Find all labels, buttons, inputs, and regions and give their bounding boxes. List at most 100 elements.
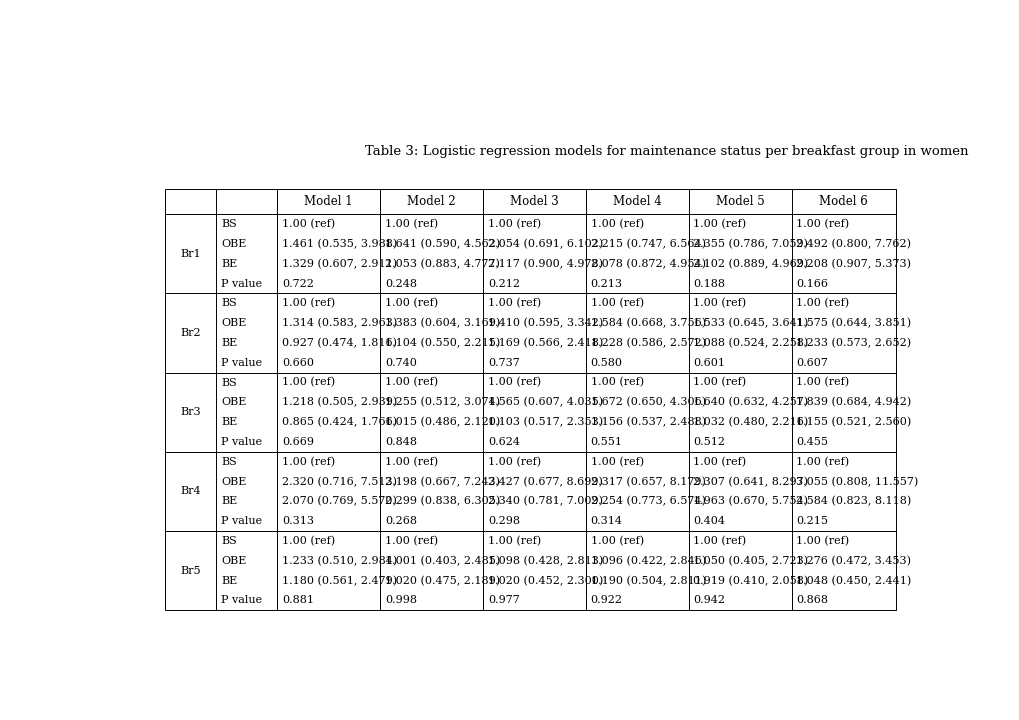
- Text: 1.00 (ref): 1.00 (ref): [693, 298, 746, 308]
- Text: 1.00 (ref): 1.00 (ref): [487, 536, 540, 546]
- Text: 1.233 (0.510, 2.984): 1.233 (0.510, 2.984): [282, 556, 397, 566]
- Text: BS: BS: [221, 456, 236, 467]
- Text: 2.198 (0.667, 7.243): 2.198 (0.667, 7.243): [384, 477, 499, 487]
- Text: 0.607: 0.607: [796, 358, 827, 368]
- Text: 1.329 (0.607, 2.911): 1.329 (0.607, 2.911): [282, 258, 396, 269]
- Text: BE: BE: [221, 417, 237, 427]
- Text: P value: P value: [221, 516, 262, 526]
- Text: 0.865 (0.424, 1.766): 0.865 (0.424, 1.766): [282, 417, 396, 428]
- Text: Model 4: Model 4: [612, 195, 661, 208]
- Text: 1.584 (0.668, 3.756): 1.584 (0.668, 3.756): [590, 318, 705, 328]
- Text: P value: P value: [221, 358, 262, 368]
- Text: OBE: OBE: [221, 477, 247, 487]
- Text: BE: BE: [221, 496, 237, 506]
- Text: 1.190 (0.504, 2.811): 1.190 (0.504, 2.811): [590, 575, 705, 586]
- Text: Model 3: Model 3: [510, 195, 558, 208]
- Text: 1.575 (0.644, 3.851): 1.575 (0.644, 3.851): [796, 318, 911, 328]
- Text: 3.055 (0.808, 11.557): 3.055 (0.808, 11.557): [796, 477, 917, 487]
- Text: Model 1: Model 1: [305, 195, 353, 208]
- Text: OBE: OBE: [221, 239, 247, 249]
- Text: 1.228 (0.586, 2.572): 1.228 (0.586, 2.572): [590, 338, 705, 348]
- Text: 0.512: 0.512: [693, 437, 725, 447]
- Text: OBE: OBE: [221, 397, 247, 408]
- Text: Br3: Br3: [180, 408, 201, 418]
- Text: P value: P value: [221, 595, 262, 606]
- Text: 1.155 (0.521, 2.560): 1.155 (0.521, 2.560): [796, 417, 911, 428]
- Text: 1.00 (ref): 1.00 (ref): [693, 456, 746, 467]
- Text: 1.104 (0.550, 2.215): 1.104 (0.550, 2.215): [384, 338, 499, 348]
- Text: 1.255 (0.512, 3.074): 1.255 (0.512, 3.074): [384, 397, 499, 408]
- Text: 1.103 (0.517, 2.353): 1.103 (0.517, 2.353): [487, 417, 602, 428]
- Text: 0.213: 0.213: [590, 279, 622, 289]
- Text: 1.156 (0.537, 2.488): 1.156 (0.537, 2.488): [590, 417, 705, 428]
- Text: 1.314 (0.583, 2.963): 1.314 (0.583, 2.963): [282, 318, 397, 328]
- Text: 1.020 (0.475, 2.189): 1.020 (0.475, 2.189): [384, 575, 499, 586]
- Text: 0.998: 0.998: [384, 595, 417, 606]
- Text: 0.942: 0.942: [693, 595, 725, 606]
- Text: 2.320 (0.716, 7.513): 2.320 (0.716, 7.513): [282, 477, 396, 487]
- Text: 0.215: 0.215: [796, 516, 827, 526]
- Text: 2.584 (0.823, 8.118): 2.584 (0.823, 8.118): [796, 496, 911, 507]
- Text: Br1: Br1: [180, 249, 201, 259]
- Text: 1.169 (0.566, 2.418): 1.169 (0.566, 2.418): [487, 338, 602, 348]
- Text: 1.00 (ref): 1.00 (ref): [590, 456, 643, 467]
- Text: 1.032 (0.480, 2.216): 1.032 (0.480, 2.216): [693, 417, 808, 428]
- Text: 2.340 (0.781, 7.009): 2.340 (0.781, 7.009): [487, 496, 602, 507]
- Text: 2.254 (0.773, 6.574): 2.254 (0.773, 6.574): [590, 496, 705, 507]
- Text: 1.00 (ref): 1.00 (ref): [487, 298, 540, 308]
- Text: 1.00 (ref): 1.00 (ref): [796, 377, 849, 388]
- Text: BE: BE: [221, 575, 237, 585]
- Text: 1.00 (ref): 1.00 (ref): [487, 219, 540, 229]
- Text: 0.881: 0.881: [282, 595, 314, 606]
- Text: 1.00 (ref): 1.00 (ref): [282, 456, 335, 467]
- Text: 1.641 (0.590, 4.562): 1.641 (0.590, 4.562): [384, 239, 499, 249]
- Text: Br4: Br4: [180, 487, 201, 497]
- Text: 1.00 (ref): 1.00 (ref): [796, 536, 849, 546]
- Text: 0.848: 0.848: [384, 437, 417, 447]
- Text: BS: BS: [221, 298, 236, 308]
- Text: 1.00 (ref): 1.00 (ref): [693, 219, 746, 229]
- Text: 1.001 (0.403, 2.485): 1.001 (0.403, 2.485): [384, 556, 499, 566]
- Text: BE: BE: [221, 338, 237, 348]
- Text: 1.00 (ref): 1.00 (ref): [796, 298, 849, 308]
- Text: 1.020 (0.452, 2.300): 1.020 (0.452, 2.300): [487, 575, 602, 586]
- Text: 1.00 (ref): 1.00 (ref): [384, 456, 437, 467]
- Text: 0.624: 0.624: [487, 437, 520, 447]
- Text: 0.927 (0.474, 1.816): 0.927 (0.474, 1.816): [282, 338, 396, 348]
- Text: OBE: OBE: [221, 318, 247, 328]
- Text: 1.672 (0.650, 4.306): 1.672 (0.650, 4.306): [590, 397, 705, 408]
- Text: 0.268: 0.268: [384, 516, 417, 526]
- Text: 2.355 (0.786, 7.059): 2.355 (0.786, 7.059): [693, 239, 808, 249]
- Text: P value: P value: [221, 279, 262, 289]
- Text: 2.427 (0.677, 8.699): 2.427 (0.677, 8.699): [487, 477, 602, 487]
- Text: 2.054 (0.691, 6.102): 2.054 (0.691, 6.102): [487, 239, 602, 249]
- Text: 1.640 (0.632, 4.257): 1.640 (0.632, 4.257): [693, 397, 808, 408]
- Text: 1.00 (ref): 1.00 (ref): [282, 219, 335, 229]
- Text: 2.215 (0.747, 6.564): 2.215 (0.747, 6.564): [590, 239, 705, 249]
- Text: BS: BS: [221, 536, 236, 546]
- Text: 0.580: 0.580: [590, 358, 622, 368]
- Text: 2.078 (0.872, 4.954): 2.078 (0.872, 4.954): [590, 258, 705, 269]
- Text: 1.461 (0.535, 3.988): 1.461 (0.535, 3.988): [282, 239, 397, 249]
- Text: 1.00 (ref): 1.00 (ref): [590, 536, 643, 546]
- Text: 1.00 (ref): 1.00 (ref): [693, 377, 746, 388]
- Text: 0.868: 0.868: [796, 595, 827, 606]
- Text: 1.00 (ref): 1.00 (ref): [590, 219, 643, 229]
- Text: 2.117 (0.900, 4.978): 2.117 (0.900, 4.978): [487, 258, 602, 269]
- Text: 1.565 (0.607, 4.035): 1.565 (0.607, 4.035): [487, 397, 602, 408]
- Text: 1.00 (ref): 1.00 (ref): [693, 536, 746, 546]
- Text: 2.053 (0.883, 4.777): 2.053 (0.883, 4.777): [384, 258, 499, 269]
- Text: 0.601: 0.601: [693, 358, 725, 368]
- Text: 2.070 (0.769, 5.570): 2.070 (0.769, 5.570): [282, 496, 396, 507]
- Text: 0.212: 0.212: [487, 279, 520, 289]
- Text: Table 3: Logistic regression models for maintenance status per breakfast group i: Table 3: Logistic regression models for …: [365, 145, 967, 158]
- Text: 1.180 (0.561, 2.479): 1.180 (0.561, 2.479): [282, 575, 396, 586]
- Text: 0.166: 0.166: [796, 279, 827, 289]
- Text: 2.492 (0.800, 7.762): 2.492 (0.800, 7.762): [796, 239, 910, 249]
- Text: 2.102 (0.889, 4.969): 2.102 (0.889, 4.969): [693, 258, 808, 269]
- Text: BS: BS: [221, 219, 236, 229]
- Text: Model 6: Model 6: [818, 195, 867, 208]
- Text: 0.919 (0.410, 2.058): 0.919 (0.410, 2.058): [693, 575, 808, 586]
- Text: 1.00 (ref): 1.00 (ref): [282, 536, 335, 546]
- Text: 1.00 (ref): 1.00 (ref): [796, 456, 849, 467]
